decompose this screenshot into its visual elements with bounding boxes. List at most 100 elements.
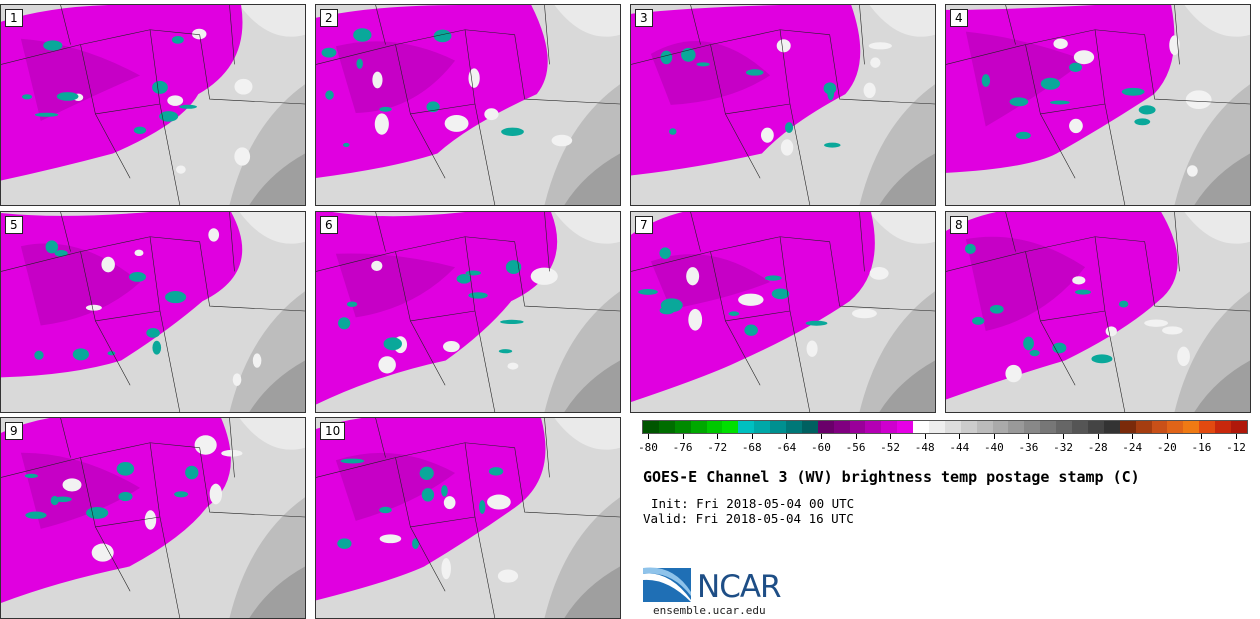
- colorbar-tick: [717, 434, 719, 439]
- colorbar-tick: [1097, 434, 1099, 439]
- colorbar-tick-label: -68: [741, 441, 762, 454]
- wv-map: [1, 212, 305, 412]
- colorbar-segment: [817, 421, 834, 433]
- colorbar-segment: [738, 421, 755, 433]
- colorbar-segment: [976, 421, 993, 433]
- colorbar-segment: [1024, 421, 1041, 433]
- colorbar-segment: [1135, 421, 1152, 433]
- colorbar-tick-label: -80: [638, 441, 658, 454]
- colorbar-tick: [682, 434, 684, 439]
- wv-map: [1, 5, 305, 205]
- colorbar-tick-label: -12: [1226, 441, 1246, 454]
- member-number: 6: [320, 216, 338, 234]
- colorbar-tick: [890, 434, 892, 439]
- colorbar-segment: [960, 421, 977, 433]
- colorbar-tick: [1063, 434, 1065, 439]
- colorbar-tick-label: -28: [1087, 441, 1108, 454]
- wv-map: [316, 5, 620, 205]
- colorbar-tick-label: -72: [707, 441, 728, 454]
- member-panel[interactable]: 9: [0, 417, 306, 619]
- member-panel[interactable]: 5: [0, 211, 306, 413]
- colorbar-segment: [929, 421, 945, 433]
- member-panel[interactable]: 2: [315, 4, 621, 206]
- member-number: 3: [635, 9, 653, 27]
- valid-time: Valid: Fri 2018-05-04 16 UTC: [643, 511, 854, 526]
- colorbar-tick-label: -40: [983, 441, 1004, 454]
- colorbar-segment: [658, 421, 675, 433]
- colorbar-segment: [849, 421, 866, 433]
- colorbar-tick: [786, 434, 788, 439]
- colorbar-segment: [1199, 421, 1216, 433]
- colorbar-tick-label: -60: [811, 441, 831, 454]
- colorbar-ticks: -80 -76 -72 -68 -64 -60 -56 -52 -48 -44 -40 -36 -32 -…: [638, 434, 1248, 458]
- member-number: 2: [320, 9, 338, 27]
- colorbar-segment: [1056, 421, 1073, 433]
- member-panel[interactable]: 6: [315, 211, 621, 413]
- colorbar-segment: [881, 421, 898, 433]
- colorbar-segment: [1167, 421, 1184, 433]
- member-number: 4: [950, 9, 968, 27]
- colorbar-tick-label: -64: [776, 441, 797, 454]
- colorbar-segment: [801, 421, 818, 433]
- colorbar-segment: [1183, 421, 1200, 433]
- colorbar-tick-label: -44: [949, 441, 970, 454]
- member-number: 9: [5, 422, 23, 440]
- colorbar-tick: [959, 434, 961, 439]
- colorbar-tick-label: -52: [880, 441, 901, 454]
- colorbar-tick: [993, 434, 995, 439]
- colorbar-segment: [786, 421, 802, 433]
- wv-map: [316, 418, 620, 618]
- colorbar-segment: [833, 421, 850, 433]
- colorbar-segment: [897, 421, 914, 433]
- colorbar-tick: [1166, 434, 1168, 439]
- wv-map: [1, 418, 305, 618]
- colorbar-segment: [1215, 421, 1231, 433]
- colorbar-segment: [1151, 421, 1168, 433]
- member-panel[interactable]: 7: [630, 211, 936, 413]
- colorbar-tick: [1132, 434, 1134, 439]
- member-number: 5: [5, 216, 23, 234]
- colorbar-tick: [648, 434, 649, 439]
- colorbar-segment: [1119, 421, 1136, 433]
- colorbar-tick-label: -20: [1156, 441, 1177, 454]
- colorbar-tick: [1201, 434, 1203, 439]
- product-title: GOES-E Channel 3 (WV) brightness temp po…: [643, 468, 1140, 486]
- colorbar-segment: [690, 421, 707, 433]
- member-panel[interactable]: 1: [0, 4, 306, 206]
- colorbar-segment: [706, 421, 723, 433]
- member-panel[interactable]: 8: [945, 211, 1251, 413]
- colorbar-segment: [770, 421, 787, 433]
- colorbar-segment: [754, 421, 771, 433]
- colorbar-segment: [1103, 421, 1120, 433]
- logo-url[interactable]: ensemble.ucar.edu: [653, 604, 766, 617]
- member-number: 7: [635, 216, 653, 234]
- member-panel[interactable]: 3: [630, 4, 936, 206]
- colorbar-segment: [1072, 421, 1088, 433]
- member-number: 10: [320, 422, 346, 440]
- colorbar-segment: [865, 421, 882, 433]
- member-number: 1: [5, 9, 23, 27]
- colorbar-segment: [992, 421, 1009, 433]
- colorbar-tick-label: -32: [1053, 441, 1073, 454]
- colorbar-tick: [855, 434, 857, 439]
- colorbar-tick: [1236, 434, 1237, 439]
- colorbar-tick-label: -36: [1018, 441, 1039, 454]
- colorbar-tick-label: -76: [672, 441, 693, 454]
- colorbar-segment: [1040, 421, 1057, 433]
- colorbar-tick-label: -56: [845, 441, 866, 454]
- ncar-logo-icon: [643, 567, 691, 602]
- colorbar-segment: [1008, 421, 1025, 433]
- colorbar-segment: [674, 421, 691, 433]
- colorbar-tick: [1028, 434, 1030, 439]
- wv-map: [631, 212, 935, 412]
- colorbar-segment: [1087, 421, 1104, 433]
- colorbar-segment: [913, 421, 930, 433]
- member-panel[interactable]: 10: [315, 417, 621, 619]
- colorbar-segment: [722, 421, 739, 433]
- member-panel[interactable]: 4: [945, 4, 1251, 206]
- init-time: Init: Fri 2018-05-04 00 UTC: [651, 496, 855, 511]
- colorbar-tick-label: -16: [1191, 441, 1212, 454]
- member-number: 8: [950, 216, 968, 234]
- colorbar-segment: [643, 421, 659, 433]
- wv-map: [946, 5, 1250, 205]
